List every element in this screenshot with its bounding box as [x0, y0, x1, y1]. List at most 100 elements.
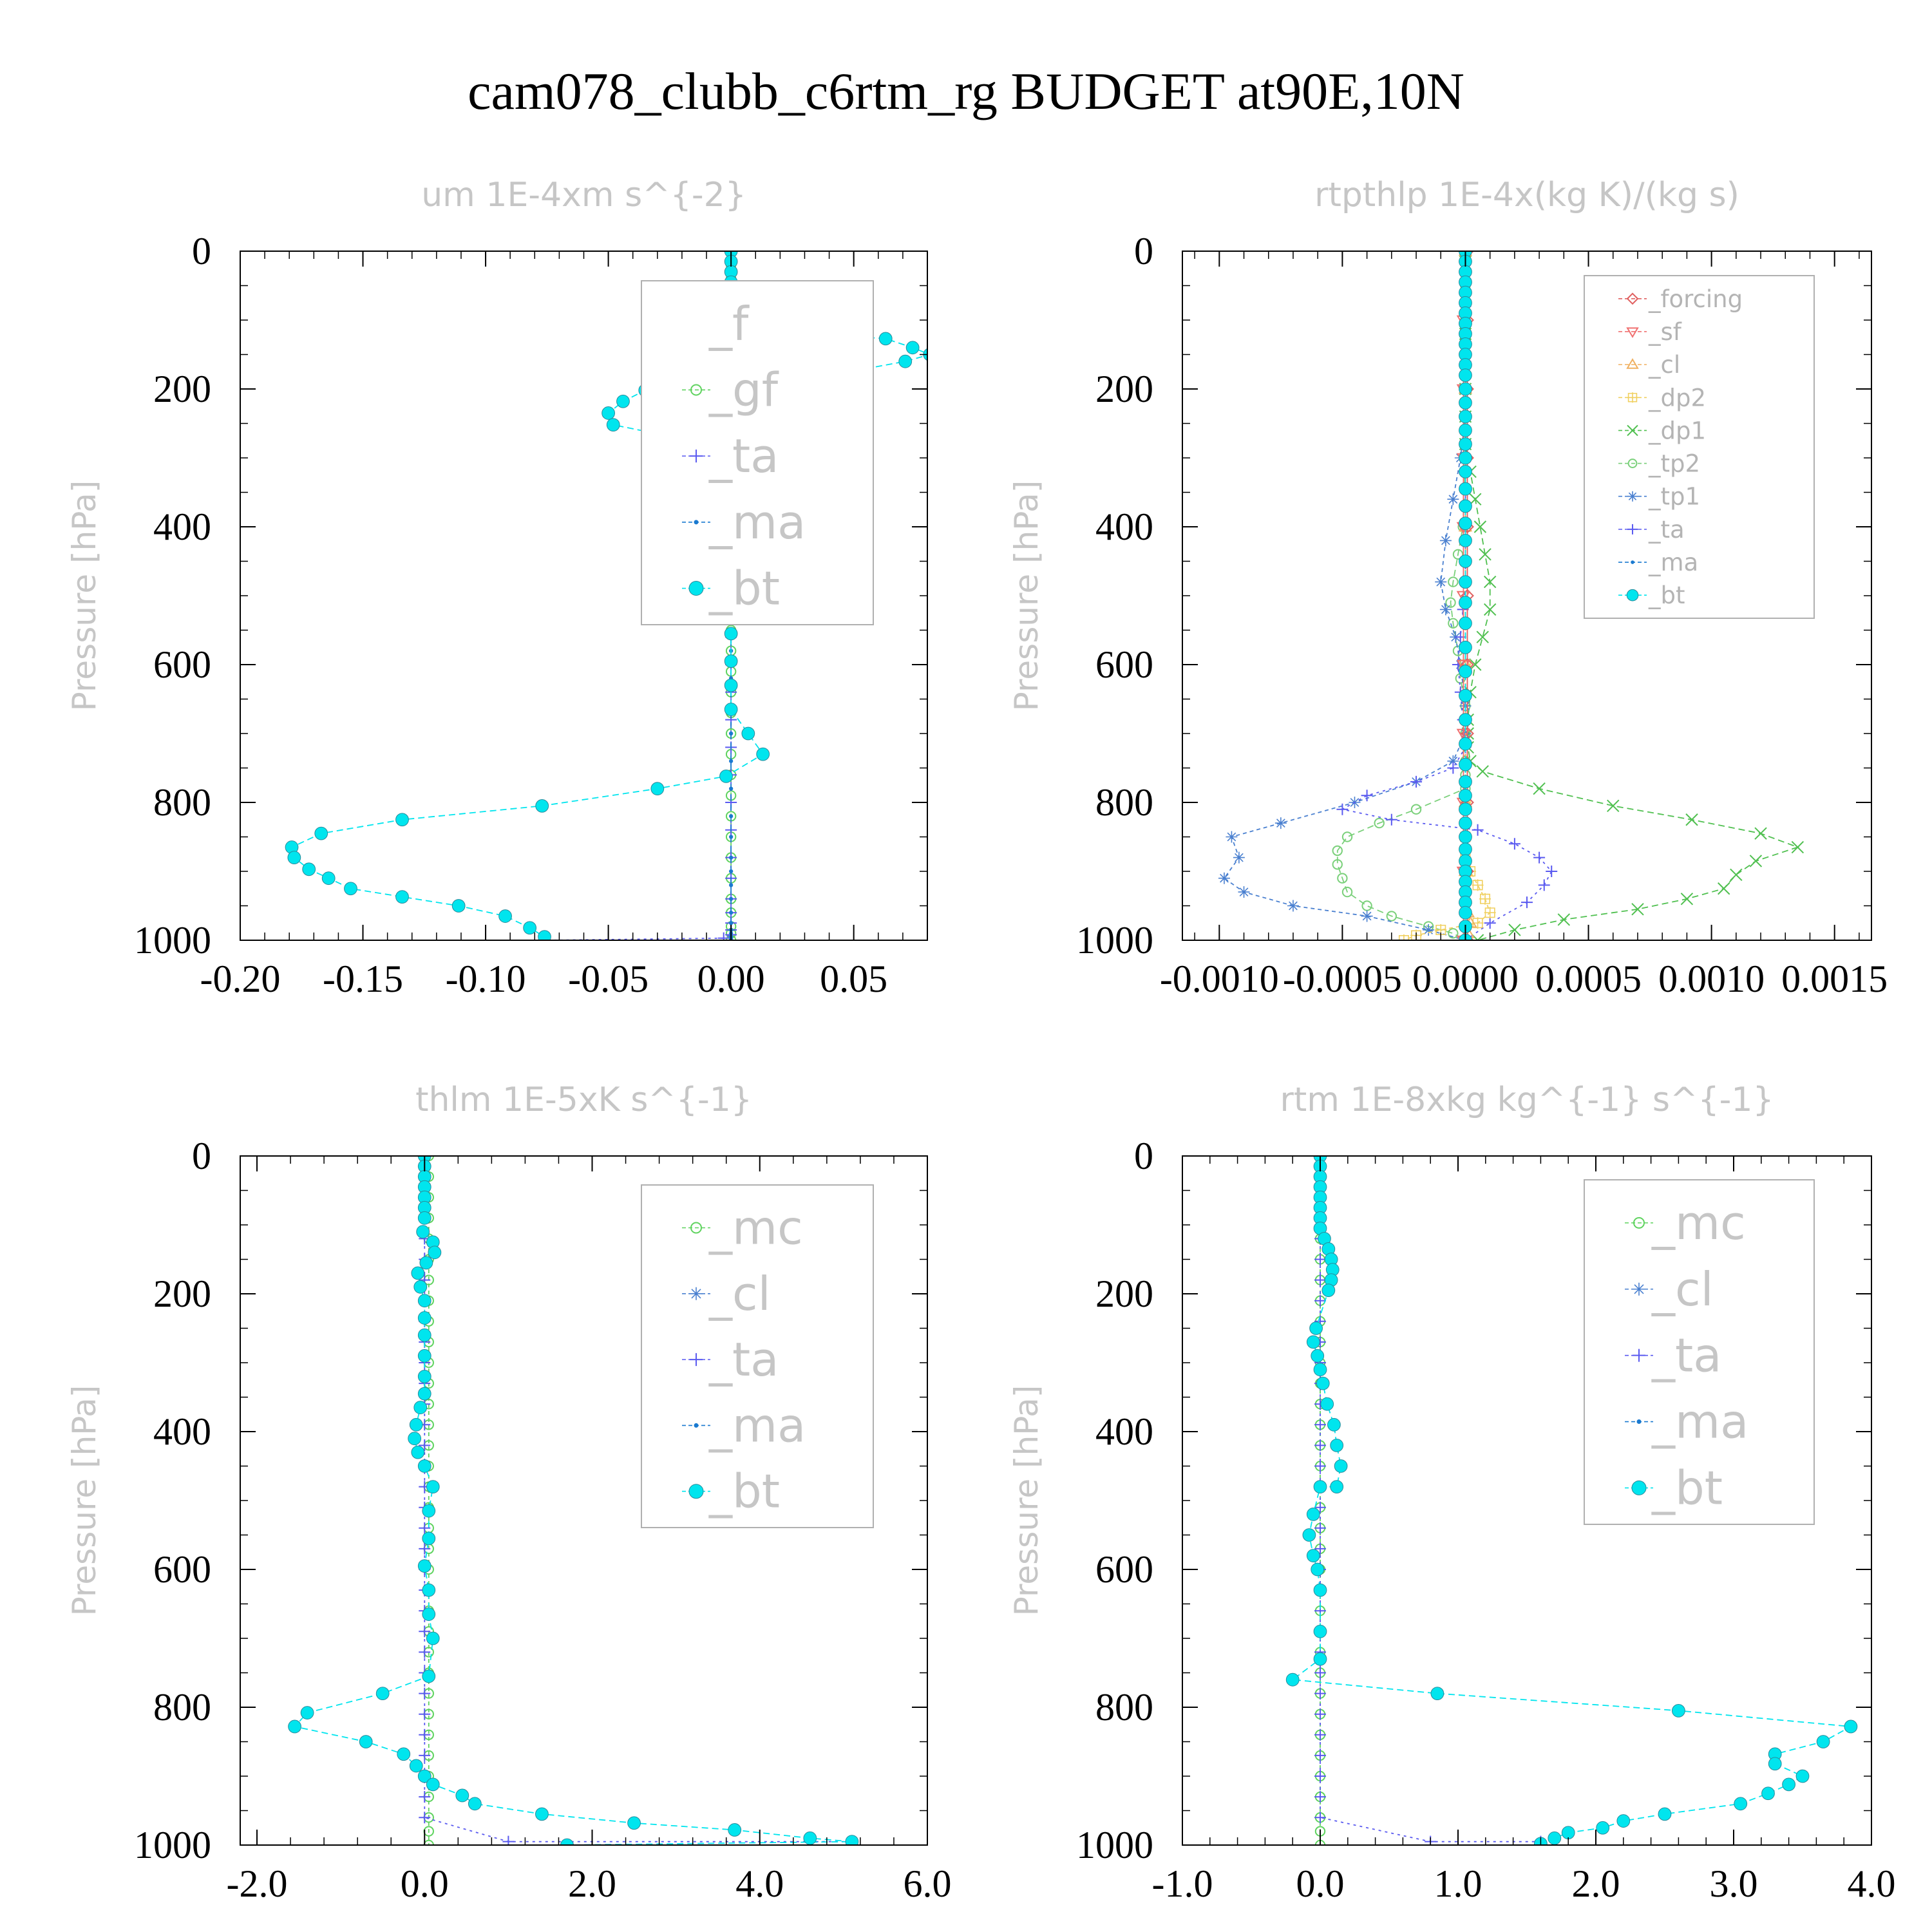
legend-marker — [1627, 392, 1638, 403]
data-point — [1218, 872, 1230, 884]
data-point — [1459, 554, 1472, 568]
data-point — [1508, 923, 1521, 936]
legend-marker — [688, 1484, 704, 1499]
data-point — [1459, 423, 1472, 437]
data-point — [344, 882, 357, 896]
legend-item-tp2: _tp2 — [1618, 450, 1700, 478]
legend-label: _bt — [1651, 1461, 1723, 1515]
data-point — [1459, 437, 1472, 451]
data-point — [1313, 1363, 1327, 1377]
legend-item-ta: _ta — [1618, 516, 1685, 544]
series-line — [1223, 251, 1466, 940]
data-point — [1435, 576, 1447, 588]
y-tick-label: 400 — [153, 506, 211, 548]
y-tick-label: 200 — [1095, 1273, 1153, 1315]
data-point — [1337, 873, 1348, 884]
data-point — [1314, 1439, 1326, 1452]
x-tick-label: 2.0 — [568, 1862, 616, 1905]
panel-title: thlm 1E-5xK s^{-1} — [415, 1081, 752, 1119]
y-axis-label: Pressure [hPa] — [1008, 480, 1045, 712]
data-point — [1341, 831, 1353, 842]
x-tick-label: 4.0 — [735, 1862, 784, 1905]
x-tick-label: 2.0 — [1572, 1862, 1620, 1905]
data-point — [650, 782, 665, 795]
data-point — [1456, 728, 1471, 741]
data-point — [422, 1504, 436, 1518]
legend-item-sf: _sf — [1618, 318, 1682, 346]
legend-label: _mc — [1651, 1196, 1746, 1250]
series-ta — [1336, 251, 1558, 940]
figure-title: cam078_clubb_c6rtm_rg BUDGET at90E,10N — [468, 62, 1464, 120]
data-point — [1459, 596, 1472, 610]
legend-label: _ma — [1648, 549, 1698, 576]
y-tick-label: 800 — [1095, 781, 1153, 824]
y-tick-label: 200 — [1095, 368, 1153, 410]
x-tick-label: -0.05 — [568, 958, 649, 1000]
data-point — [1314, 1791, 1326, 1803]
data-point — [1521, 896, 1533, 909]
data-point — [1459, 757, 1472, 772]
legend-marker — [1626, 358, 1639, 369]
data-point — [1459, 382, 1472, 396]
data-point — [1374, 817, 1385, 829]
data-point — [1538, 879, 1550, 891]
y-axis-label: Pressure [hPa] — [66, 480, 103, 712]
legend-label: _dp1 — [1648, 417, 1706, 444]
data-point — [1734, 1797, 1748, 1811]
y-tick-label: 200 — [153, 368, 211, 410]
legend-item-dp2: _dp2 — [1618, 384, 1706, 412]
x-tick-label: 3.0 — [1710, 1862, 1758, 1905]
data-point — [1459, 534, 1472, 547]
x-tick-label: 0.0010 — [1658, 958, 1765, 1000]
legend-label: _forcing — [1648, 285, 1743, 313]
series-tp2 — [1332, 251, 1471, 940]
data-point — [1306, 1335, 1320, 1349]
data-point — [1439, 603, 1452, 616]
data-point — [1361, 790, 1373, 802]
legend-label: _cl — [708, 1267, 771, 1321]
data-point — [728, 759, 734, 763]
legend-label: _f — [708, 297, 750, 351]
series-line — [424, 1156, 852, 1842]
data-point — [1332, 859, 1343, 870]
data-point — [1459, 713, 1472, 726]
data-point — [1596, 1821, 1610, 1835]
data-point — [728, 835, 734, 839]
data-point — [1508, 838, 1520, 850]
data-point — [1233, 851, 1245, 864]
x-tick-label: 6.0 — [904, 1862, 952, 1905]
data-point — [422, 1531, 436, 1546]
data-point — [1330, 1480, 1344, 1494]
data-point — [395, 813, 409, 827]
data-point — [803, 1831, 817, 1845]
data-point — [419, 1439, 431, 1452]
data-point — [728, 896, 734, 901]
data-point — [1410, 804, 1422, 815]
data-point — [1761, 1786, 1775, 1801]
data-point — [417, 1769, 431, 1783]
legend-marker — [1633, 1282, 1645, 1296]
data-point — [845, 1835, 859, 1845]
data-point — [1484, 917, 1496, 929]
data-point — [1314, 1253, 1326, 1265]
data-point — [1314, 1522, 1326, 1534]
data-point — [1459, 640, 1472, 654]
series-line — [1340, 251, 1553, 940]
data-point — [1385, 813, 1397, 826]
series-bt — [1285, 1156, 1858, 1845]
data-point — [1313, 1624, 1327, 1638]
chart-panel-1: um 1E-4xm s^{-2} Pressure [hPa] -0.20 -0.15… — [66, 176, 928, 1000]
data-point — [1607, 799, 1620, 813]
data-point — [1238, 886, 1250, 898]
data-point — [724, 654, 738, 668]
data-point — [426, 1631, 440, 1645]
data-point — [878, 332, 893, 346]
data-point — [419, 1256, 433, 1270]
data-point — [719, 769, 733, 783]
data-point — [417, 1559, 431, 1573]
data-point — [408, 1432, 422, 1446]
data-point — [601, 406, 616, 420]
data-point — [1459, 737, 1472, 751]
data-point — [1274, 817, 1287, 829]
data-point — [417, 1349, 431, 1363]
